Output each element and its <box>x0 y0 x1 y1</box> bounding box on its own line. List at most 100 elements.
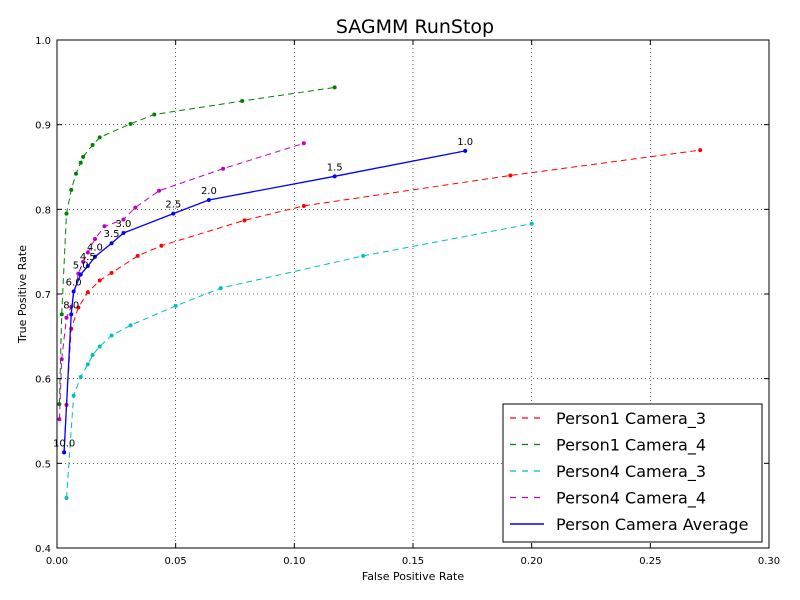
threshold-label: 2.0 <box>201 186 217 197</box>
threshold-label: 1.0 <box>457 137 473 148</box>
y-axis-label: True Positive Rate <box>16 245 29 344</box>
series-1-point <box>57 402 62 407</box>
series-3-point <box>133 205 138 210</box>
series-4-point <box>69 312 74 317</box>
series-1-point <box>69 187 74 192</box>
series-4-point <box>62 450 67 455</box>
grid-lines <box>57 40 769 548</box>
threshold-label: 3.5 <box>104 229 120 240</box>
x-axis-label: False Positive Rate <box>362 570 464 583</box>
series-2-point <box>64 496 69 501</box>
threshold-label: 1.5 <box>327 162 343 173</box>
series-3-point <box>57 417 62 422</box>
series-1-point <box>78 160 83 165</box>
series-1-point <box>128 121 133 126</box>
series-0-point <box>698 148 703 153</box>
threshold-label: 4.0 <box>87 243 103 254</box>
series-line-4 <box>63 150 466 453</box>
series-3-point <box>92 236 97 241</box>
threshold-label: 5.0 <box>73 261 89 272</box>
series-1-point <box>332 85 337 90</box>
series-4-point <box>121 231 126 236</box>
chart-title: SAGMM RunStop <box>336 16 494 38</box>
series-2-point <box>78 374 83 379</box>
legend-entry: Person4 Camera_4 <box>556 489 706 509</box>
series-line-3 <box>58 142 304 420</box>
y-tick-label: 0.8 <box>35 205 51 216</box>
legend-entry: Person Camera Average <box>556 515 748 534</box>
series-4-point <box>171 211 176 216</box>
series-2-point <box>218 286 223 291</box>
series-0-point <box>508 173 513 178</box>
series-0-point <box>242 218 247 223</box>
series-3-point <box>121 217 126 222</box>
series-1-point <box>152 112 157 117</box>
series-3-point <box>81 259 86 264</box>
y-tick-label: 1.0 <box>35 36 51 47</box>
legend-entry: Person1 Camera_4 <box>556 436 706 456</box>
threshold-label: 6.0 <box>66 277 82 288</box>
series-3-point <box>85 250 90 255</box>
series-2-point <box>109 333 114 338</box>
series-4-point <box>206 198 211 203</box>
series-4-point <box>71 289 76 294</box>
series-3-point <box>221 166 226 171</box>
x-tick-label: 0.15 <box>402 556 424 567</box>
series-0-point <box>109 270 114 275</box>
series-1-point <box>73 171 78 176</box>
legend-entry: Person1 Camera_3 <box>556 409 706 429</box>
series-0-point <box>97 278 102 283</box>
series-3-point <box>157 188 162 193</box>
legend-entry: Person4 Camera_3 <box>556 462 706 482</box>
y-tick-label: 0.9 <box>35 121 51 132</box>
series-0-point <box>85 290 90 295</box>
series-0-point <box>159 243 164 248</box>
series-layer <box>57 85 703 501</box>
x-tick-label: 0.25 <box>639 556 661 567</box>
threshold-label: 8.0 <box>63 300 79 311</box>
series-2-point <box>97 344 102 349</box>
series-2-point <box>529 221 534 226</box>
series-1-point <box>64 211 69 216</box>
x-tick-label: 0.30 <box>758 556 780 567</box>
series-4-point <box>463 148 468 153</box>
y-tick-label: 0.6 <box>35 375 51 386</box>
series-3-point <box>301 141 306 146</box>
threshold-label: 3.0 <box>116 219 132 230</box>
series-0-point <box>301 203 306 208</box>
series-2-point <box>173 303 178 308</box>
legend-box <box>502 403 763 543</box>
threshold-label: 4.5 <box>80 252 96 263</box>
x-tick-label: 0.00 <box>46 556 68 567</box>
y-tick-label: 0.7 <box>35 290 51 301</box>
series-4-point <box>78 272 83 277</box>
series-4-point <box>332 174 337 179</box>
series-0-point <box>76 305 81 310</box>
series-4-point <box>85 264 90 269</box>
series-3-point <box>64 315 69 320</box>
threshold-label: 10.0 <box>53 438 75 449</box>
series-1-point <box>81 154 86 159</box>
series-2-point <box>90 352 95 357</box>
series-2-point <box>128 323 133 328</box>
x-tick-label: 0.05 <box>165 556 187 567</box>
threshold-label: 2.5 <box>165 200 181 211</box>
x-tick-label: 0.20 <box>521 556 543 567</box>
series-2-point <box>361 253 366 258</box>
series-2-point <box>71 393 76 398</box>
series-4-point <box>92 254 97 259</box>
series-1-point <box>240 98 245 103</box>
x-tick-label: 0.10 <box>283 556 305 567</box>
series-1-point <box>97 135 102 140</box>
series-1-point <box>90 142 95 147</box>
series-0-point <box>135 253 140 258</box>
series-2-point <box>85 362 90 367</box>
legend: Person1 Camera_3 Person1 Camera_4 Person4 … <box>502 403 763 543</box>
series-1-point <box>59 312 64 317</box>
y-tick-label: 0.4 <box>35 544 51 555</box>
series-4-point <box>109 241 114 246</box>
y-tick-label: 0.5 <box>35 459 51 470</box>
series-3-point <box>102 224 107 229</box>
point-labels: 10.0 8.0 6.0 5.04.54.03.53.0 2.5 2.0 1.5 1.0 <box>53 137 473 449</box>
